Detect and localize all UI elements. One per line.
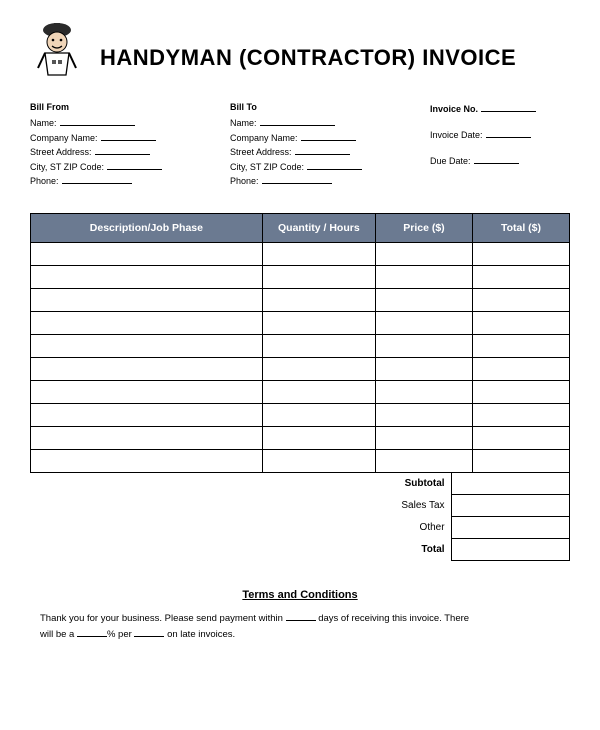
table-row (31, 404, 570, 427)
bill-to-company: Company Name: (230, 131, 400, 145)
subtotal-value (451, 473, 569, 495)
other-value (451, 517, 569, 539)
due-date: Due Date: (430, 152, 570, 172)
salestax-row: Sales Tax (30, 495, 570, 517)
bill-to-heading: Bill To (230, 100, 400, 114)
bill-to-name: Name: (230, 116, 400, 130)
table-row (31, 289, 570, 312)
bill-from-block: Bill From Name: Company Name: Street Add… (30, 100, 200, 188)
handyman-logo-icon (30, 20, 85, 80)
col-price: Price ($) (375, 214, 472, 243)
invoice-title: HANDYMAN (CONTRACTOR) INVOICE (100, 45, 516, 71)
invoice-meta-block: Invoice No. Invoice Date: Due Date: (430, 100, 570, 188)
invoice-no: Invoice No. (430, 100, 570, 120)
subtotal-row: Subtotal (30, 473, 570, 495)
col-quantity: Quantity / Hours (262, 214, 375, 243)
other-row: Other (30, 517, 570, 539)
table-row (31, 335, 570, 358)
table-row (31, 358, 570, 381)
bill-from-heading: Bill From (30, 100, 200, 114)
header: HANDYMAN (CONTRACTOR) INVOICE (30, 20, 570, 80)
table-row (31, 381, 570, 404)
table-row (31, 266, 570, 289)
bill-from-city: City, ST ZIP Code: (30, 160, 200, 174)
total-value (451, 539, 569, 561)
summary-table: Subtotal Sales Tax Other Total (30, 472, 570, 561)
terms-heading: Terms and Conditions (30, 589, 570, 601)
total-row: Total (30, 539, 570, 561)
table-header-row: Description/Job Phase Quantity / Hours P… (31, 214, 570, 243)
col-description: Description/Job Phase (31, 214, 263, 243)
invoice-date: Invoice Date: (430, 126, 570, 146)
bill-from-company: Company Name: (30, 131, 200, 145)
salestax-label: Sales Tax (30, 495, 451, 517)
line-items-table: Description/Job Phase Quantity / Hours P… (30, 213, 570, 473)
other-label: Other (30, 517, 451, 539)
bill-to-block: Bill To Name: Company Name: Street Addre… (230, 100, 400, 188)
bill-from-name: Name: (30, 116, 200, 130)
total-label: Total (30, 539, 451, 561)
bill-to-street: Street Address: (230, 145, 400, 159)
terms-body: Thank you for your business. Please send… (30, 611, 570, 641)
bill-to-phone: Phone: (230, 174, 400, 188)
meta-row: Bill From Name: Company Name: Street Add… (30, 100, 570, 188)
table-row (31, 243, 570, 266)
table-row (31, 450, 570, 473)
bill-from-street: Street Address: (30, 145, 200, 159)
table-row (31, 312, 570, 335)
bill-to-city: City, ST ZIP Code: (230, 160, 400, 174)
bill-from-phone: Phone: (30, 174, 200, 188)
salestax-value (451, 495, 569, 517)
col-total: Total ($) (472, 214, 569, 243)
table-row (31, 427, 570, 450)
subtotal-label: Subtotal (30, 473, 451, 495)
